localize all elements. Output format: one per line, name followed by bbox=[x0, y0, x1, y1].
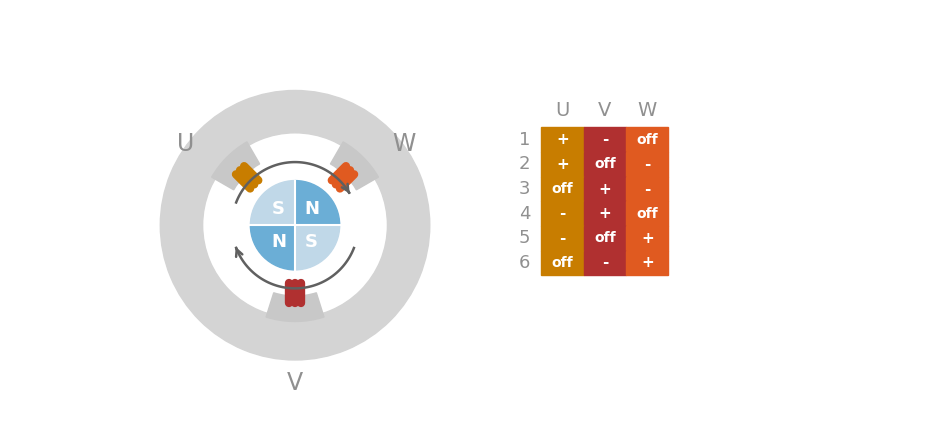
Text: 5: 5 bbox=[519, 229, 530, 248]
Bar bbox=[584, 226, 626, 251]
Text: W: W bbox=[637, 101, 657, 120]
Bar bbox=[626, 177, 669, 201]
Text: N: N bbox=[304, 200, 319, 218]
Bar bbox=[541, 226, 584, 251]
Bar bbox=[541, 177, 584, 201]
Text: off: off bbox=[636, 133, 658, 147]
Text: -: - bbox=[644, 157, 650, 172]
Bar bbox=[584, 201, 626, 226]
Text: N: N bbox=[271, 233, 286, 251]
Bar bbox=[584, 177, 626, 201]
Text: off: off bbox=[636, 206, 658, 221]
Text: S: S bbox=[305, 233, 318, 251]
Bar bbox=[584, 251, 626, 275]
Text: 3: 3 bbox=[519, 180, 530, 198]
Wedge shape bbox=[266, 293, 324, 322]
Bar bbox=[626, 128, 669, 152]
Text: 4: 4 bbox=[519, 205, 530, 223]
Text: U: U bbox=[177, 132, 194, 157]
Text: W: W bbox=[393, 132, 416, 157]
Text: U: U bbox=[555, 101, 570, 120]
Text: +: + bbox=[641, 231, 654, 246]
Text: -: - bbox=[602, 132, 608, 147]
Text: 1: 1 bbox=[519, 131, 530, 149]
Text: V: V bbox=[287, 371, 303, 395]
Text: V: V bbox=[598, 101, 611, 120]
Bar bbox=[626, 152, 669, 177]
Text: off: off bbox=[552, 256, 574, 270]
Bar bbox=[541, 152, 584, 177]
Text: 6: 6 bbox=[519, 254, 530, 272]
Bar bbox=[584, 128, 626, 152]
Bar bbox=[541, 201, 584, 226]
Text: +: + bbox=[556, 157, 569, 172]
Wedge shape bbox=[330, 142, 378, 190]
Text: -: - bbox=[560, 206, 566, 221]
Text: off: off bbox=[594, 231, 616, 245]
Bar bbox=[541, 128, 584, 152]
Text: -: - bbox=[602, 256, 608, 270]
Wedge shape bbox=[295, 181, 339, 225]
Text: +: + bbox=[556, 132, 569, 147]
Wedge shape bbox=[295, 225, 339, 270]
Bar bbox=[584, 152, 626, 177]
Wedge shape bbox=[212, 142, 260, 190]
Text: S: S bbox=[272, 200, 285, 218]
Bar bbox=[626, 201, 669, 226]
Text: -: - bbox=[560, 231, 566, 246]
Text: +: + bbox=[641, 256, 654, 270]
Wedge shape bbox=[251, 225, 295, 270]
Text: +: + bbox=[598, 182, 611, 197]
Text: 2: 2 bbox=[519, 155, 530, 173]
Bar bbox=[626, 226, 669, 251]
Text: off: off bbox=[552, 182, 574, 196]
Text: off: off bbox=[594, 157, 616, 171]
Wedge shape bbox=[251, 181, 295, 225]
Text: +: + bbox=[598, 206, 611, 221]
Bar bbox=[626, 251, 669, 275]
Text: -: - bbox=[644, 182, 650, 197]
Bar bbox=[541, 251, 584, 275]
